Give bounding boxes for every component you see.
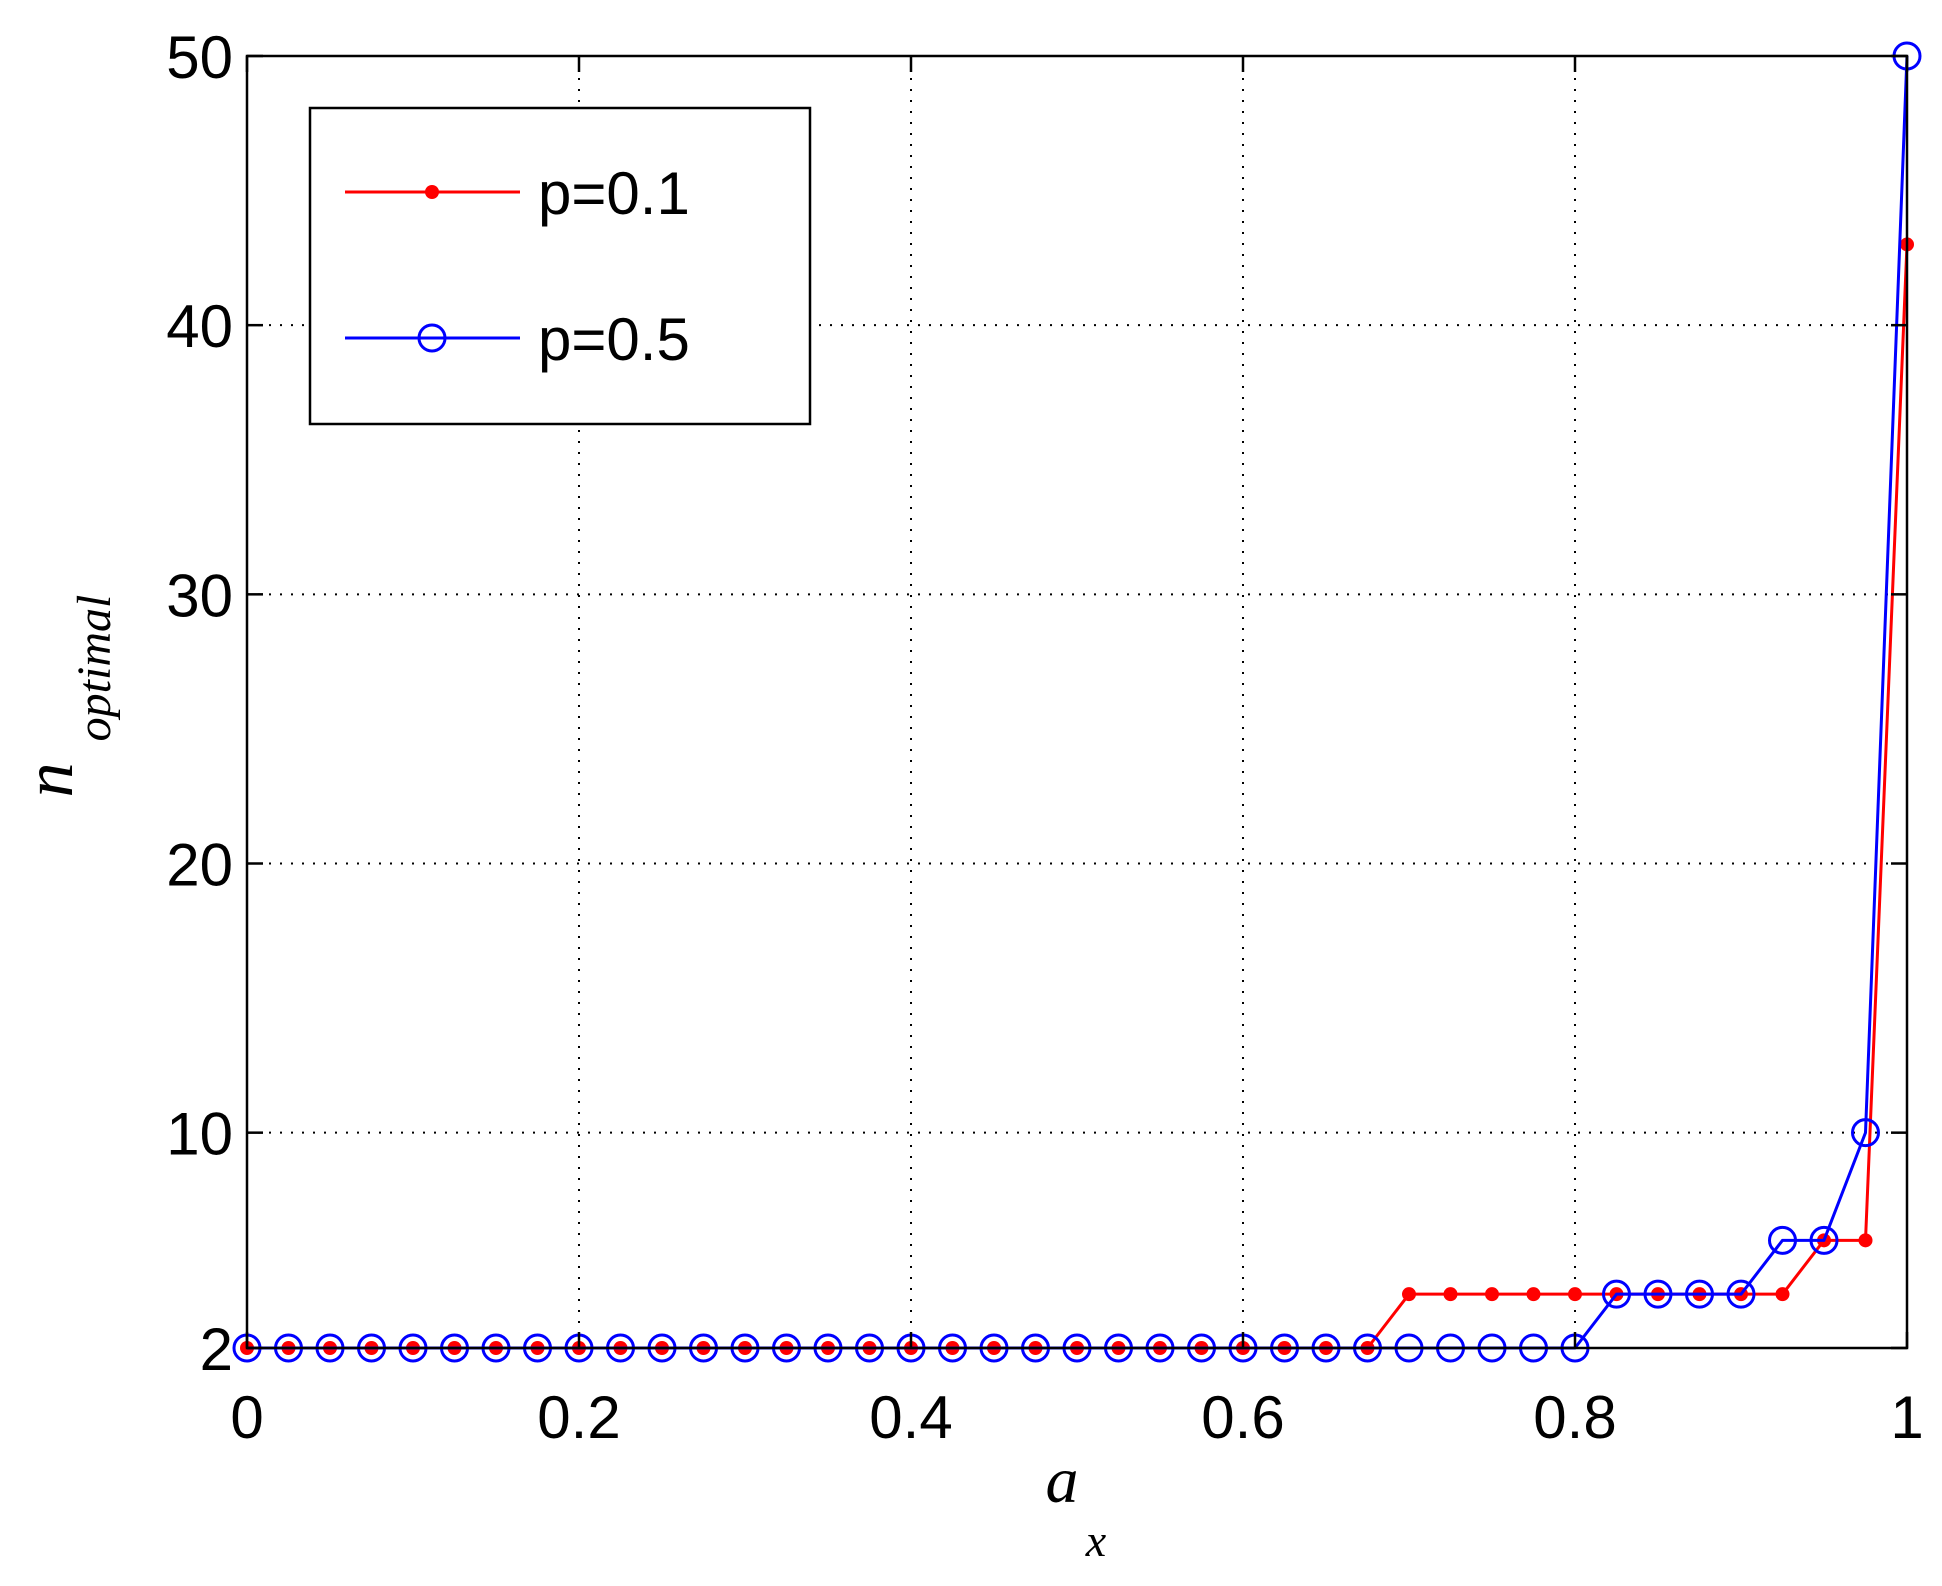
y-axis-label-main: n xyxy=(11,763,88,798)
data-point xyxy=(1568,1287,1582,1302)
data-point xyxy=(1443,1287,1458,1302)
data-point xyxy=(1643,1279,1673,1309)
data-point xyxy=(1858,1233,1873,1248)
y-tick-label: 30 xyxy=(166,562,233,629)
y-tick-label: 10 xyxy=(166,1101,233,1168)
legend-marker-1 xyxy=(425,185,439,199)
x-tick-label: 0.8 xyxy=(1533,1384,1616,1451)
data-point xyxy=(1485,1287,1499,1302)
legend-label-2: p=0.5 xyxy=(538,306,690,373)
y-axis-label: n optimal xyxy=(11,595,121,798)
y-tick-label: 50 xyxy=(166,24,233,91)
x-axis-label-main: a xyxy=(1046,1444,1079,1517)
x-tick-label: 0.6 xyxy=(1201,1384,1284,1451)
legend-entry-2: p=0.5 xyxy=(345,306,690,373)
x-tick-label: 0.2 xyxy=(537,1384,620,1451)
data-point xyxy=(1402,1287,1416,1302)
legend: p=0.1 p=0.5 xyxy=(308,106,812,426)
data-point xyxy=(1775,1287,1790,1302)
data-point xyxy=(1768,1225,1797,1255)
legend-marker-2 xyxy=(417,323,447,353)
y-tick-label: 40 xyxy=(166,293,233,360)
x-tick-label: 0.4 xyxy=(869,1384,952,1451)
x-axis-label: a x xyxy=(1046,1444,1107,1566)
data-point xyxy=(1602,1279,1631,1309)
x-tick-label: 0 xyxy=(230,1384,263,1451)
y-tick-label: 20 xyxy=(166,832,233,899)
ticks: 0 0.2 0.4 0.6 0.8 1 2 10 20 30 40 50 xyxy=(166,24,1923,1451)
plot-frame xyxy=(245,54,1909,1350)
data-point xyxy=(1851,1118,1880,1148)
legend-entry-1: p=0.1 xyxy=(345,160,690,227)
x-tick-label: 1 xyxy=(1890,1384,1923,1451)
legend-box xyxy=(308,106,812,426)
data-point xyxy=(1685,1279,1714,1309)
legend-label-1: p=0.1 xyxy=(538,160,690,227)
data-point xyxy=(1526,1287,1541,1302)
y-axis-label-subscript: optimal xyxy=(68,595,121,742)
data-point xyxy=(1809,1225,1839,1255)
data-point xyxy=(1726,1279,1756,1309)
x-axis-label-subscript: x xyxy=(1085,1515,1107,1566)
y-tick-label: 2 xyxy=(200,1316,233,1383)
